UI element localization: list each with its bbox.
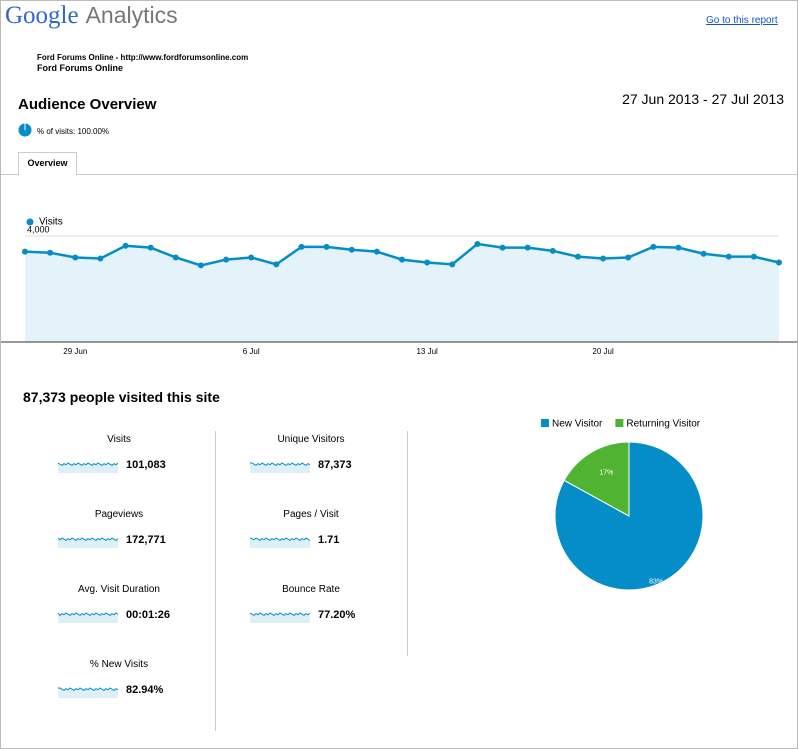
point — [625, 254, 632, 261]
metric-value: 87,373 — [318, 459, 352, 471]
point — [97, 255, 104, 262]
point — [223, 256, 230, 263]
segment-icon — [18, 123, 32, 137]
point — [122, 242, 129, 249]
point — [22, 248, 28, 255]
sparkline — [250, 537, 310, 548]
page-title: Audience Overview — [18, 96, 157, 113]
point — [474, 240, 481, 247]
metric-label: Bounce Rate — [282, 584, 340, 595]
sparkline — [58, 537, 118, 548]
point — [273, 261, 280, 268]
point — [424, 259, 431, 266]
point — [750, 253, 757, 260]
y-tick-label: 4,000 — [27, 224, 50, 234]
legend-label: Returning Visitor — [626, 419, 700, 430]
sparkline — [58, 687, 118, 698]
point — [449, 261, 456, 268]
point — [348, 246, 355, 253]
point — [323, 243, 330, 250]
metric-card: Unique Visitors 87,373 — [215, 431, 408, 506]
report-link[interactable]: Go to this report — [706, 15, 778, 26]
metric-label: Unique Visitors — [277, 434, 345, 445]
metric-card: Pages / Visit 1.71 — [215, 506, 408, 581]
sparkline — [250, 612, 310, 623]
segment-label: % of visits: 100.00% — [37, 127, 110, 136]
point — [399, 256, 405, 263]
site-line: Ford Forums Online - http://www.fordforu… — [37, 53, 249, 62]
point — [373, 248, 380, 255]
point — [725, 253, 732, 260]
area — [25, 243, 779, 342]
metric-value: 00:01:26 — [126, 609, 171, 621]
metric-card: Pageviews 172,771 — [23, 506, 216, 581]
point — [47, 249, 54, 256]
point — [574, 253, 581, 260]
point — [700, 250, 707, 257]
legend-swatch — [541, 419, 549, 427]
sparkline — [58, 612, 118, 623]
pie-slice — [563, 441, 630, 517]
point — [776, 259, 782, 266]
tab[interactable]: Overview — [18, 152, 77, 176]
metric-value: 77.20% — [318, 609, 356, 621]
x-tick-label: 29 Jun — [63, 347, 87, 356]
metric-label: Pages / Visit — [283, 509, 339, 520]
date-range: 27 Jun 2013 - 27 Jul 2013 — [622, 91, 784, 107]
legend-marker — [26, 218, 34, 226]
point — [172, 254, 179, 261]
point — [72, 254, 79, 261]
metric-label: Visits — [107, 434, 131, 445]
metric-label: Avg. Visit Duration — [78, 584, 160, 595]
metric-label: % New Visits — [89, 659, 149, 670]
logo-product: Analytics — [85, 2, 178, 28]
metric-card: Visits 101,083 — [23, 431, 216, 506]
x-tick-label: 6 Jul — [243, 347, 260, 356]
sparkline — [58, 462, 118, 473]
x-tick-label: 13 Jul — [416, 347, 438, 356]
legend-label: New Visitor — [552, 419, 603, 430]
legend-label: Visits — [39, 217, 63, 228]
point — [147, 244, 154, 251]
point — [549, 247, 556, 254]
point — [248, 254, 255, 261]
metric-value: 101,083 — [126, 459, 166, 471]
point — [650, 243, 657, 250]
logo-brand: Google — [5, 2, 79, 29]
metric-card: % New Visits 82.94% — [23, 656, 216, 731]
metric-label: Pageviews — [94, 509, 144, 520]
metric-card: Avg. Visit Duration 00:01:26 — [23, 581, 216, 656]
logo: Google Analytics — [5, 1, 178, 30]
x-tick-label: 20 Jul — [592, 347, 614, 356]
point — [499, 244, 506, 251]
point — [600, 255, 607, 262]
pie-label: 83% — [649, 579, 663, 586]
tab-rule — [1, 174, 797, 175]
site-name: Ford Forums Online — [37, 63, 124, 73]
point — [197, 262, 204, 269]
metric-card: Bounce Rate 77.20% — [215, 581, 408, 656]
legend-swatch — [615, 419, 624, 427]
pie-slice — [554, 441, 704, 591]
point — [298, 243, 305, 250]
point — [524, 244, 531, 251]
metric-value: 82.94% — [126, 684, 164, 696]
metric-value: 172,771 — [126, 534, 166, 546]
metric-value: 1.71 — [318, 534, 340, 546]
pie-label: 17% — [599, 470, 613, 477]
summary: 87,373 people visited this site — [23, 389, 220, 405]
point — [675, 244, 682, 251]
sparkline — [250, 462, 310, 473]
